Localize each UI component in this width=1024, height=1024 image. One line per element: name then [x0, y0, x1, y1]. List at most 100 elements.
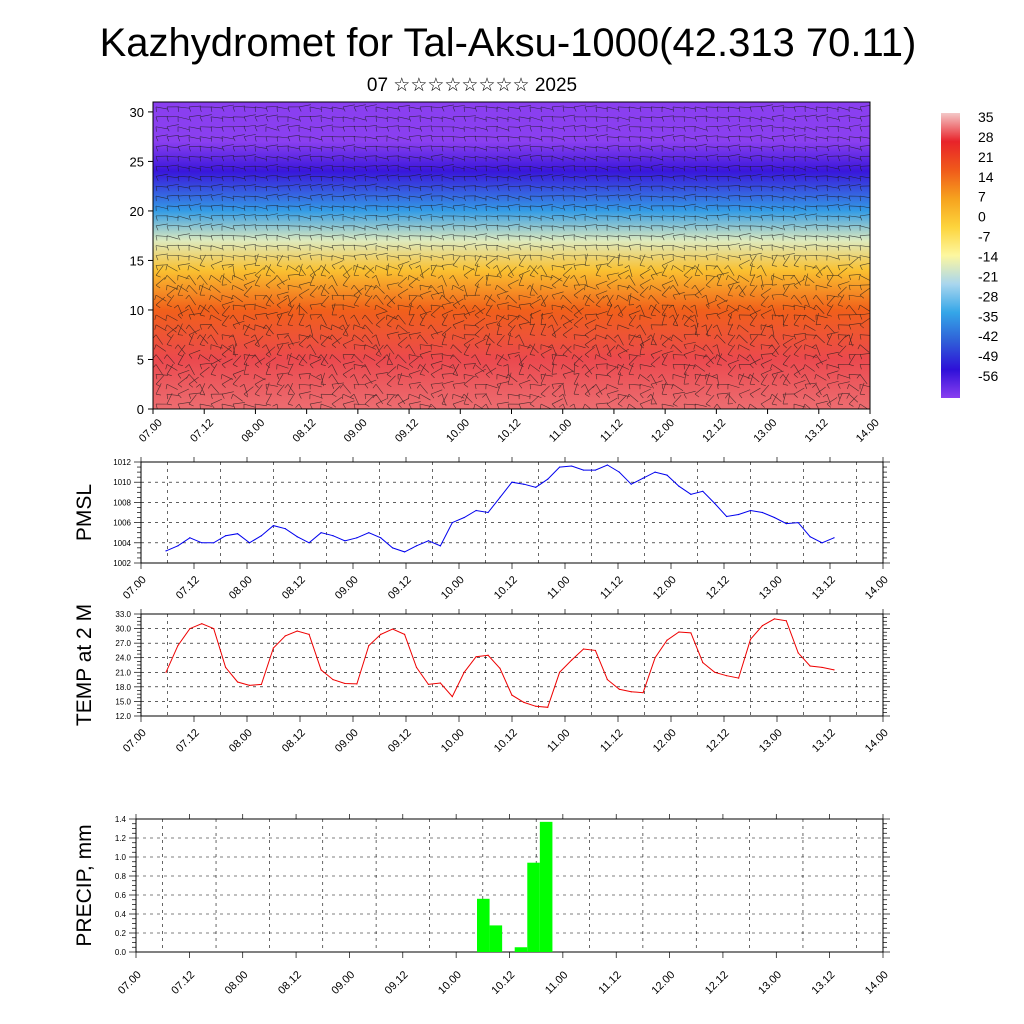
- wind-barb-flag: [375, 324, 381, 328]
- wind-barb-flag: [397, 215, 399, 221]
- wind-barb: [419, 174, 432, 177]
- wind-barb-flag: [342, 176, 344, 182]
- wind-barb: [342, 185, 355, 189]
- wind-barb-flag: [727, 205, 730, 211]
- wind-barb-flag: [562, 324, 567, 329]
- wind-barb: [617, 372, 621, 385]
- wind-barb: [177, 255, 190, 258]
- wind-barb: [837, 195, 850, 199]
- wind-barb-flag: [243, 176, 246, 182]
- wind-barb: [628, 355, 638, 365]
- wind-barb-flag: [177, 205, 181, 211]
- wind-barb-flag: [452, 255, 455, 261]
- wind-barb-flag: [815, 235, 817, 241]
- wind-barb: [463, 126, 476, 130]
- wind-barb-flag: [232, 255, 235, 261]
- wind-barb: [430, 368, 442, 375]
- wind-barb-flag: [683, 344, 687, 350]
- wind-barb-flag: [606, 205, 610, 211]
- wind-barb-flag: [661, 166, 664, 172]
- wind-barb: [463, 166, 476, 170]
- wind-barb-flag: [474, 136, 477, 142]
- wind-barb-flag: [749, 364, 754, 369]
- temp-point: [726, 675, 728, 677]
- wind-barb: [254, 334, 260, 346]
- wind-barb-flag: [738, 314, 741, 320]
- wind-barb: [221, 104, 234, 108]
- wind-barb: [177, 353, 185, 365]
- wind-barb: [551, 277, 562, 286]
- wind-barb-flag: [265, 195, 269, 201]
- wind-barb: [793, 195, 806, 200]
- wind-barb: [573, 316, 584, 326]
- wind-barb-flag: [232, 196, 235, 202]
- wind-barb-flag: [364, 176, 366, 182]
- precip-xtick-label: 10.00: [436, 969, 464, 997]
- wind-barb-flag: [815, 156, 819, 162]
- wind-barb: [353, 215, 366, 220]
- temp-point: [594, 649, 597, 652]
- wind-barb-flag: [164, 275, 168, 280]
- wind-barb-flag: [727, 314, 732, 319]
- wind-barb: [397, 205, 410, 209]
- wind-barb-flag: [221, 354, 227, 358]
- wind-barb: [364, 165, 377, 167]
- temp-point: [773, 618, 775, 620]
- pmsl-xtick-label: 07.12: [174, 574, 202, 602]
- wind-barb-flag: [186, 285, 190, 290]
- wind-barb-flag: [606, 146, 610, 152]
- wind-barb-flag: [650, 146, 653, 152]
- wind-barb: [463, 255, 476, 257]
- wind-barb: [243, 134, 256, 137]
- wind-barb: [639, 279, 651, 286]
- wind-barb: [661, 166, 674, 169]
- wind-barb-flag: [639, 156, 642, 162]
- wind-barb: [793, 279, 805, 286]
- wind-barb-flag: [760, 186, 763, 192]
- wind-barb-flag: [857, 344, 861, 350]
- wind-barb: [639, 215, 652, 218]
- wind-barb-flag: [627, 403, 630, 409]
- wind-barb-flag: [309, 156, 312, 162]
- wind-barb: [705, 276, 715, 286]
- wind-barb: [320, 106, 333, 110]
- wind-barb-flag: [408, 304, 414, 308]
- wind-barb: [507, 352, 520, 355]
- wind-barb: [188, 255, 201, 260]
- wind-barb: [254, 324, 267, 329]
- wind-barb-flag: [353, 235, 357, 241]
- wind-barb-flag: [859, 136, 861, 142]
- precip-ytick-label: 1.0: [115, 853, 127, 862]
- wind-barb-flag: [705, 304, 710, 310]
- wind-barb: [650, 163, 663, 167]
- wind-barb-flag: [439, 294, 443, 300]
- wind-barb: [375, 106, 388, 111]
- temp-point: [368, 644, 370, 647]
- wind-barb-flag: [661, 354, 666, 359]
- wind-barb: [628, 293, 632, 306]
- wind-barb: [430, 285, 440, 295]
- wind-barb: [430, 245, 443, 247]
- wind-barb: [232, 402, 245, 405]
- wind-barb-flag: [848, 225, 851, 231]
- wind-barb: [738, 243, 751, 246]
- wind-barb-flag: [540, 323, 546, 326]
- wind-barb: [738, 344, 750, 351]
- wind-barb: [518, 321, 531, 326]
- wind-barb: [188, 349, 201, 355]
- wind-barb-flag: [342, 255, 345, 261]
- wind-barb: [430, 106, 443, 109]
- wind-barb-flag: [199, 156, 201, 162]
- wind-barb-flag: [562, 116, 566, 122]
- wind-barb-flag: [505, 294, 509, 300]
- wind-barb-flag: [474, 245, 478, 251]
- wind-barb-flag: [771, 215, 774, 221]
- wind-barb-flag: [276, 354, 282, 357]
- wind-barb: [221, 315, 230, 326]
- wind-barb: [342, 235, 355, 239]
- temp-point: [463, 671, 465, 673]
- wind-barb-flag: [639, 215, 642, 221]
- wind-barb-flag: [848, 196, 851, 201]
- wind-barb-flag: [265, 304, 271, 307]
- wind-barb-flag: [496, 364, 502, 367]
